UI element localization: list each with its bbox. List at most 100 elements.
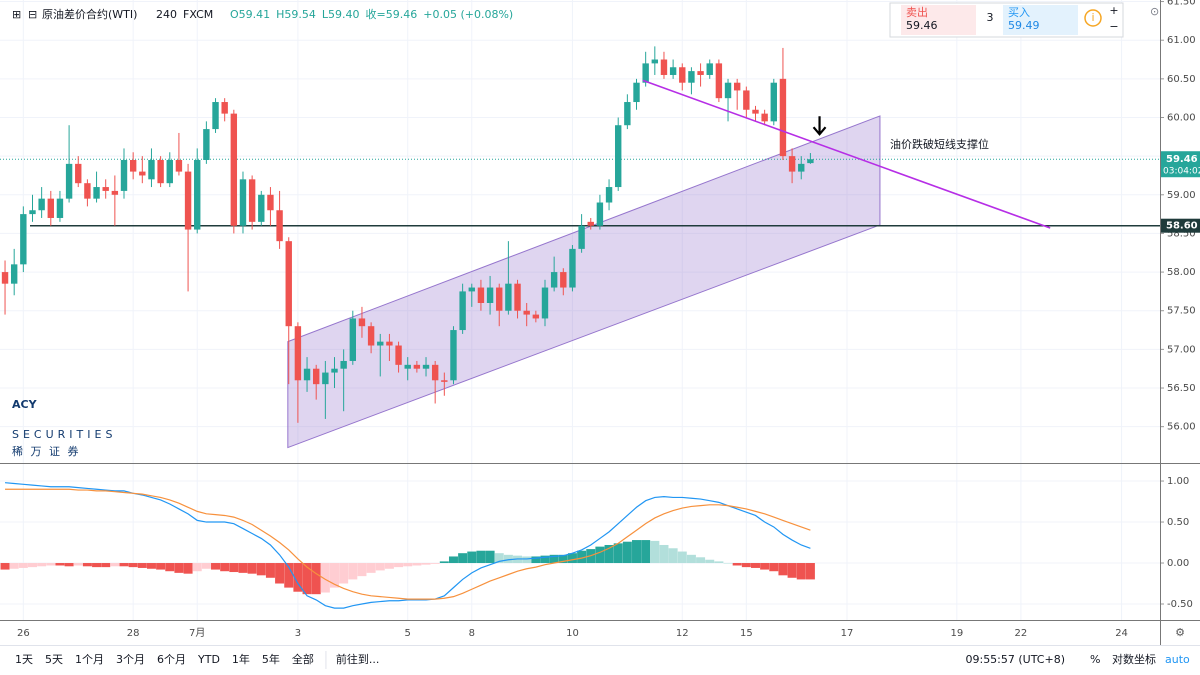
candle-body [807, 159, 814, 164]
candle-body [459, 291, 466, 331]
candle-body [413, 364, 421, 369]
buy-button[interactable] [1003, 5, 1078, 35]
x-tick-label: 24 [1115, 628, 1128, 639]
histogram-bar [247, 563, 257, 574]
candle-body [129, 160, 137, 172]
menu-icon[interactable]: ⊞ [12, 8, 21, 21]
candle-body [660, 59, 668, 75]
logo-name: ACY [12, 398, 38, 411]
candle-body [404, 364, 411, 369]
candle-body [706, 63, 713, 75]
minus[interactable]: − [1109, 20, 1118, 33]
screenshot-icon[interactable]: ⊙ [1150, 5, 1159, 18]
settings-icon[interactable]: ⚙ [1175, 626, 1185, 639]
candle-body [468, 287, 475, 292]
histogram-bar [293, 563, 303, 592]
candle-body [569, 248, 576, 288]
sell-button[interactable] [901, 5, 976, 35]
candle-body [322, 372, 329, 385]
goto-button[interactable]: 前往到... [336, 652, 380, 666]
y-tick-label: 57.00 [1167, 344, 1196, 355]
candle-body [367, 326, 375, 346]
histogram-bar [668, 548, 678, 564]
percent-button[interactable]: % [1090, 653, 1100, 666]
range-button[interactable]: 1个月 [75, 653, 104, 666]
x-tick-label: 8 [469, 628, 475, 639]
y-tick-label: 0.50 [1167, 517, 1189, 528]
candle-body [194, 160, 201, 230]
histogram-bar [677, 551, 687, 564]
auto-button[interactable]: auto [1165, 653, 1190, 666]
plus[interactable]: + [1109, 4, 1118, 17]
y-tick-label: -0.50 [1167, 599, 1193, 610]
histogram-bar [119, 563, 129, 567]
candle-body [779, 78, 787, 157]
histogram-bar [375, 563, 385, 571]
candle-body [615, 125, 622, 188]
candle-body [477, 287, 485, 303]
candle-body [431, 364, 439, 381]
candle-body [212, 102, 219, 130]
logo-sub: SECURITIES [12, 428, 116, 441]
candle-body [148, 160, 155, 180]
histogram-bar [503, 554, 513, 564]
histogram-bar [659, 544, 669, 564]
range-button[interactable]: 5年 [262, 652, 280, 666]
x-tick-label: 22 [1015, 628, 1028, 639]
trade-widget: 卖出 59.46 3 买入 59.49 i + − [889, 2, 1124, 38]
histogram-bar [311, 563, 321, 595]
histogram-bar [73, 563, 83, 566]
candle-body [230, 113, 238, 226]
histogram-bar [64, 563, 74, 567]
symbol[interactable]: 原油差价合约(WTI) [42, 7, 137, 21]
ohlc-value: O59.41 [230, 8, 270, 21]
info-icon[interactable] [1084, 9, 1102, 27]
range-button[interactable]: 1年 [232, 652, 250, 666]
candle-body [743, 90, 750, 110]
x-tick-label: 12 [676, 628, 689, 639]
histogram-bar [458, 553, 468, 564]
y-tick-label: 58.50 [1167, 228, 1196, 239]
price-tag [1161, 151, 1200, 178]
sell-label: 卖出 [906, 5, 928, 19]
collapse-icon[interactable]: ⊟ [28, 8, 37, 21]
range-button[interactable]: YTD [197, 653, 220, 666]
range-button[interactable]: 1天 [15, 653, 33, 666]
candle-body [285, 241, 292, 327]
histogram-bar [128, 563, 138, 568]
range-button[interactable]: 6个月 [157, 653, 186, 666]
price-axis-bg [1160, 0, 1200, 645]
range-button[interactable]: 全部 [292, 652, 314, 666]
candle-body [84, 183, 91, 199]
histogram-bar [366, 563, 376, 573]
candle-body [312, 368, 320, 385]
candle-body [377, 341, 384, 346]
last-price-label: 59.46 [1166, 154, 1198, 165]
range-button[interactable]: 3个月 [116, 653, 145, 666]
candle-body [139, 171, 146, 176]
interval[interactable]: 240 [156, 8, 177, 21]
histogram-bar [55, 563, 65, 566]
histogram-bar [796, 563, 806, 580]
histogram-bar [320, 563, 330, 593]
histogram-bar [760, 563, 770, 570]
histogram-bar [18, 563, 28, 568]
histogram-bar [686, 554, 696, 564]
log-button[interactable]: 对数坐标 [1112, 652, 1156, 666]
hline-label: 58.60 [1166, 221, 1198, 232]
histogram-bar [421, 563, 431, 565]
candle-body [386, 341, 393, 346]
price-tag [1161, 218, 1200, 233]
histogram-bar [220, 563, 230, 572]
x-tick-label: 10 [566, 628, 579, 639]
candle-body [349, 318, 357, 361]
histogram-bar [540, 555, 550, 564]
range-button[interactable]: 5天 [45, 653, 63, 666]
y-tick-label: 0.00 [1167, 558, 1189, 569]
histogram-bar [494, 553, 504, 564]
candle-body [184, 171, 192, 230]
y-tick-label: 60.00 [1167, 112, 1196, 123]
logo: ACY SECURITIES 稀 万 证 券 [12, 398, 116, 458]
candle-body [496, 287, 503, 311]
